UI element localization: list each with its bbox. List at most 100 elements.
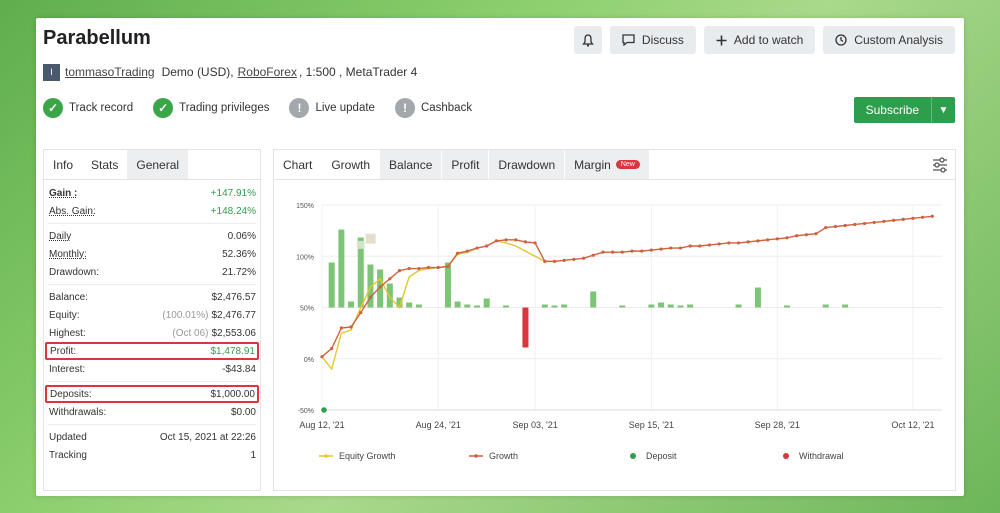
stat-deposits: Deposits: $1,000.00 [45,385,259,403]
growth-point [707,243,712,247]
growth-point [397,269,402,273]
tab-drawdown[interactable]: Drawdown [489,150,566,179]
add-to-watch-button[interactable]: Add to watch [703,26,816,54]
growth-point [766,238,770,242]
bell-icon [582,33,594,47]
bar [396,297,403,308]
broker-link[interactable]: RoboForex [237,65,297,79]
growth-point [659,247,663,251]
tooltip-marker [365,233,376,244]
status-badges: ✓ Track record ✓ Trading privileges ! Li… [43,98,472,118]
notifications-button[interactable] [573,26,602,54]
growth-point [504,238,508,242]
tab-chart[interactable]: Chart [274,150,323,179]
stat-withdrawals: Withdrawals: $0.00 [44,403,260,421]
growth-point [804,233,808,237]
growth-point [523,240,528,244]
add-to-watch-label: Add to watch [733,33,804,47]
bar [386,283,393,308]
username-link[interactable]: tommasoTrading [65,65,155,79]
growth-point [388,277,392,281]
stat-label[interactable]: Monthly: [49,248,87,260]
x-tick-label: Oct 12, '21 [891,420,934,430]
growth-point [891,218,896,222]
tab-margin[interactable]: Margin New [565,150,650,179]
badge-track-record[interactable]: ✓ Track record [43,98,133,118]
growth-point [426,265,431,270]
badge-live-update[interactable]: ! Live update [289,98,375,118]
stat-profit: Profit: $1,478.91 [45,342,259,360]
equity-growth-line [321,240,546,371]
stat-label[interactable]: Gain : [49,187,78,199]
growth-point [901,217,905,221]
bar [541,304,548,308]
growth-point [853,222,857,227]
badge-trading-privileges[interactable]: ✓ Trading privileges [153,98,269,118]
growth-point [756,239,760,243]
growth-point [552,259,557,263]
tab-info[interactable]: Info [53,157,74,172]
growth-point [572,257,576,261]
x-tick-label: Aug 12, '21 [299,420,344,430]
growth-point [485,244,489,248]
badge-label: Trading privileges [179,102,270,114]
stat-note: (Oct 06) [172,327,209,339]
discuss-button[interactable]: Discuss [609,26,696,54]
stat-value: $1,000.00 [210,388,256,400]
stat-label: Tracking [49,449,87,461]
chart-panel: Chart Growth Balance Profit Drawdown Mar… [273,149,956,491]
growth-point [649,248,653,252]
stat-abs-gain: Abs. Gain: +148.24% [44,202,260,220]
growth-point [456,251,460,255]
bar [784,305,790,308]
growth-point [911,216,915,220]
stat-value: -$43.84 [222,363,256,375]
growth-point [698,244,702,248]
growth-point [746,240,750,244]
growth-point [717,242,721,246]
tooltip-marker [356,240,365,249]
growth-point [494,239,498,243]
growth-point [465,249,469,253]
stat-monthly: Monthly: 52.36% [44,245,260,263]
stat-interest: Interest: -$43.84 [44,360,260,378]
tab-growth[interactable]: Growth [322,150,381,179]
exclamation-icon: ! [394,98,415,118]
tab-profit[interactable]: Profit [442,150,490,179]
chevron-down-icon[interactable]: ▼ [931,97,955,123]
stat-value: +147.91% [210,187,256,199]
stat-value: 0.06% [227,230,256,242]
tab-general[interactable]: General [127,150,189,179]
legend-item: Equity Growth [319,451,396,461]
growth-point [320,355,324,359]
growth-point [359,311,363,315]
stats-tabs: Info Stats General [44,150,260,180]
bar [590,291,597,308]
stat-value: 21.72% [222,266,256,278]
stat-label: Withdrawals: [49,406,107,418]
check-icon: ✓ [153,98,174,118]
badge-cashback[interactable]: ! Cashback [394,98,472,118]
stat-value: Oct 15, 2021 at 22:26 [159,431,256,443]
chat-icon [622,34,635,46]
tab-balance[interactable]: Balance [380,150,443,179]
bar [367,264,374,308]
bar [822,304,829,308]
bar [454,301,461,308]
growth-chart: 150% 100% 50% 0% -50% Aug 12, '21 Aug 24, '21 S… [296,203,942,461]
growth-point [882,219,886,223]
subscribe-button[interactable]: Subscribe ▼ [853,97,955,123]
stat-label[interactable]: Abs. Gain: [49,205,96,217]
chart-settings-icon[interactable] [931,156,949,174]
stat-label[interactable]: Daily [49,230,72,242]
tab-stats[interactable]: Stats [91,157,119,172]
divider [48,284,256,285]
growth-point [678,246,683,250]
divider [48,424,256,425]
y-tick-label: -50% [298,408,314,415]
bar [842,304,849,308]
legend-item: Deposit [630,451,677,461]
custom-analysis-button[interactable]: Custom Analysis [823,26,955,54]
stat-value: $1,478.91 [210,345,256,357]
bar [464,304,471,308]
